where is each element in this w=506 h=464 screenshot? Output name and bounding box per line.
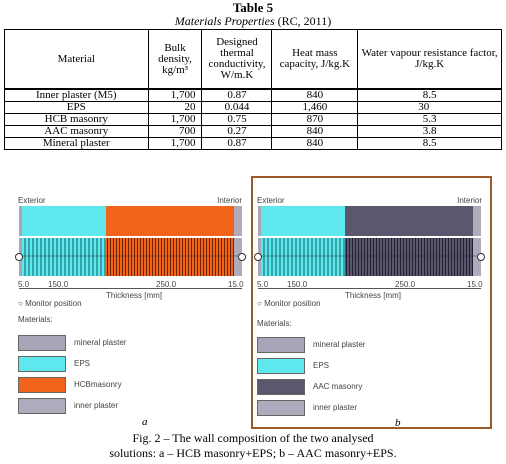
panel-letter: b [395,417,401,429]
layer-eps [261,206,345,236]
wall-section-upper [258,206,481,236]
header-thermal-conductivity: Designed thermal conductivity, W/m.K [201,29,273,90]
panel-letter: a [142,416,148,428]
cell-conductivity: 0.87 [201,137,273,150]
materials-label: Materials: [18,315,53,324]
cell-density: 700 [147,125,203,138]
dim-label: 150.0 [287,280,308,289]
monitor-legend: ○ Monitor position [257,299,321,308]
table-row: Mineral plaster 1,700 0.87 840 8.5 [4,137,502,150]
legend-swatch-hcb [18,377,66,393]
cell-capacity: 840 [271,125,359,138]
cell-capacity: 840 [271,88,359,102]
table-title: Table 5 [232,0,274,15]
cell-capacity: 870 [271,113,359,126]
figure-caption-line2: solutions: a – HCB masonry+EPS; b – AAC … [109,446,397,460]
interior-label: Interior [217,196,242,205]
figure-panel-a: Exterior Interior [14,196,246,428]
cell-material: Inner plaster (M5) [4,88,149,102]
monitor-marker [254,253,262,261]
dim-label: 15.0 [467,280,483,289]
layer-eps [22,206,106,236]
cell-conductivity: 0.75 [201,113,273,126]
dim-label: 5.0 [18,280,30,289]
materials-label: Materials: [257,319,292,328]
cell-vapour: 8.5 [357,88,502,102]
legend-swatch-eps [257,358,305,374]
legend-swatch-mineral-plaster [257,337,305,353]
interior-label: Interior [457,196,482,205]
header-bulk-density: Bulk density, kg/m³ [147,29,203,90]
monitor-marker [477,253,485,261]
wall-section-mesh [258,238,481,276]
legend-label: inner plaster [74,401,119,410]
cell-vapour: 3.8 [357,125,502,138]
cell-density: 1,700 [147,113,203,126]
legend-label: HCBmasonry [74,380,122,389]
cell-vapour: 5.3 [357,113,502,126]
table-subtitle: Materials Properties (RC, 2011) [174,14,332,28]
cell-capacity: 840 [271,137,359,150]
thickness-label: Thickness [mm] [106,291,163,300]
cell-capacity: 1,460 [271,101,359,114]
header-heat-capacity: Heat mass capacity, J/kg.K [271,29,359,90]
figure-panel-b: Exterior Interior [251,176,492,429]
exterior-label: Exterior [18,196,46,205]
cell-material: AAC masonry [4,125,149,138]
dim-label: 15.0 [228,280,244,289]
cell-conductivity: 0.044 [201,101,273,114]
legend-label: mineral plaster [313,340,366,349]
layer-inner-plaster [473,206,481,236]
legend-swatch-aac [257,379,305,395]
cell-vapour: 30 [357,101,502,114]
wall-section-mesh [19,238,242,276]
cell-vapour: 8.5 [357,137,502,150]
mesh-graphic [258,238,481,276]
legend-label: inner plaster [313,403,358,412]
cell-density: 20 [147,101,203,114]
layer-aac [345,206,473,236]
legend-swatch-inner-plaster [257,400,305,416]
layer-inner-plaster [234,206,242,236]
header-vapour-resistance: Water vapour resistance factor, J/kg.K [357,29,502,90]
dim-label: 150.0 [48,280,69,289]
dimension-line [258,288,481,289]
monitor-marker [238,253,246,261]
table-row: HCB masonry 1,700 0.75 870 5.3 [4,113,502,126]
layer-mineral-plaster [258,206,261,236]
mesh-graphic [19,238,242,276]
cell-material: HCB masonry [4,113,149,126]
dim-label: 250.0 [395,280,416,289]
figure-caption-line1: Fig. 2 – The wall composition of the two… [132,431,374,445]
table-row: AAC masonry 700 0.27 840 3.8 [4,125,502,138]
dimension-line [19,288,242,289]
cell-density: 1,700 [147,137,203,150]
cell-conductivity: 0.87 [201,88,273,102]
legend-label: EPS [313,361,330,370]
dim-label: 5.0 [257,280,269,289]
monitor-legend: ○ Monitor position [18,299,82,308]
dim-label: 250.0 [156,280,177,289]
legend-swatch-eps [18,356,66,372]
wall-section-upper [19,206,242,236]
cell-conductivity: 0.27 [201,125,273,138]
cell-material: EPS [4,101,149,114]
legend-label: EPS [74,359,91,368]
monitor-marker [15,253,23,261]
table-header-row: Material Bulk density, kg/m³ Designed th… [4,29,502,90]
table-row: Inner plaster (M5) 1,700 0.87 840 8.5 [4,88,502,102]
layer-hcb [106,206,234,236]
header-material: Material [4,29,149,90]
legend-label: AAC masonry [313,382,363,391]
cell-material: Mineral plaster [4,137,149,150]
layer-mineral-plaster [19,206,22,236]
thickness-label: Thickness [mm] [345,291,402,300]
table-row: EPS 20 0.044 1,460 30 [4,101,502,114]
materials-table: Material Bulk density, kg/m³ Designed th… [4,29,502,150]
legend-swatch-inner-plaster [18,398,66,414]
cell-density: 1,700 [147,88,203,102]
exterior-label: Exterior [257,196,285,205]
legend-swatch-mineral-plaster [18,335,66,351]
legend-label: mineral plaster [74,338,127,347]
